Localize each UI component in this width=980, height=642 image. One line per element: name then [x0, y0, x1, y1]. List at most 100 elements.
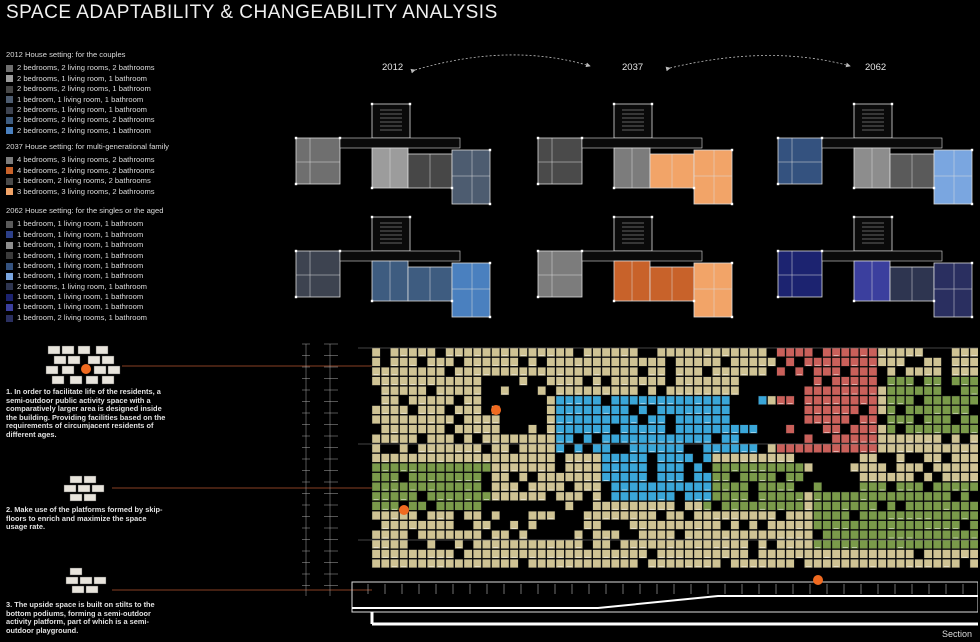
housing-module: [417, 453, 427, 463]
housing-module: [896, 491, 905, 501]
section-label: Section: [941, 629, 972, 639]
housing-module: [877, 434, 887, 444]
housing-module: [463, 558, 473, 568]
housing-module: [546, 414, 556, 424]
housing-module: [942, 443, 951, 453]
housing-module: [666, 405, 675, 415]
housing-module: [785, 549, 795, 559]
housing-module: [868, 558, 878, 568]
housing-module: [712, 530, 721, 540]
housing-module: [629, 395, 639, 405]
housing-module: [703, 558, 712, 568]
housing-module: [942, 530, 951, 540]
column-marker: [294, 295, 298, 299]
housing-module: [923, 376, 933, 386]
housing-module: [546, 443, 556, 453]
housing-module: [896, 520, 905, 530]
housing-module: [592, 520, 602, 530]
housing-module: [859, 472, 868, 482]
housing-module: [518, 434, 528, 444]
housing-module: [583, 414, 593, 424]
column-marker: [776, 136, 780, 140]
housing-module: [482, 539, 491, 549]
housing-module: [767, 520, 777, 530]
housing-module: [472, 395, 482, 405]
column-marker: [932, 186, 936, 190]
housing-module: [739, 453, 749, 463]
housing-module: [960, 453, 970, 463]
housing-module: [638, 549, 648, 559]
housing-module: [426, 347, 436, 357]
housing-module: [951, 357, 960, 367]
highlight-marker: [813, 575, 823, 585]
housing-module: [739, 549, 749, 559]
housing-module: [887, 376, 896, 386]
housing-module: [776, 491, 786, 501]
housing-module: [417, 424, 427, 434]
housing-module: [730, 357, 740, 367]
note-1: 1. In order to facilitate life of the re…: [6, 387, 166, 439]
housing-module: [555, 539, 565, 549]
housing-module: [896, 434, 905, 444]
housing-module: [703, 405, 712, 415]
note-3: 3. The upside space is built on stilts t…: [6, 600, 155, 635]
housing-module: [380, 549, 390, 559]
housing-module: [693, 357, 703, 367]
housing-module: [491, 367, 501, 377]
housing-module: [408, 347, 418, 357]
legend-item: 1 bedroom, 2 living rooms, 1 bathroom: [6, 313, 163, 323]
column-marker: [370, 186, 374, 190]
housing-module: [657, 376, 666, 386]
column-marker: [408, 215, 412, 219]
housing-module: [923, 395, 933, 405]
housing-module: [390, 462, 399, 472]
housing-module: [574, 558, 583, 568]
housing-module: [583, 549, 593, 559]
housing-module: [647, 367, 657, 377]
housing-module: [841, 347, 850, 357]
housing-module: [969, 510, 978, 520]
housing-module: [795, 539, 804, 549]
housing-module: [408, 434, 418, 444]
housing-module: [518, 376, 528, 386]
housing-module: [611, 405, 620, 415]
housing-module: [896, 395, 905, 405]
housing-module: [592, 491, 602, 501]
housing-module: [969, 376, 978, 386]
housing-module: [933, 414, 942, 424]
foundation: [370, 612, 978, 626]
legend-swatch: [6, 64, 13, 72]
housing-module: [371, 491, 381, 501]
housing-module: [868, 424, 878, 434]
unit-block: [693, 262, 733, 318]
housing-module: [657, 453, 666, 463]
housing-module: [417, 367, 427, 377]
housing-module: [491, 357, 501, 367]
housing-module: [859, 539, 868, 549]
housing-module: [454, 453, 464, 463]
housing-module: [463, 347, 473, 357]
housing-module: [482, 424, 491, 434]
housing-module: [666, 462, 675, 472]
housing-module: [684, 501, 694, 511]
housing-module: [822, 443, 832, 453]
housing-module: [426, 462, 436, 472]
housing-module: [399, 414, 408, 424]
housing-module: [611, 376, 620, 386]
housing-module: [657, 367, 666, 377]
housing-module: [776, 558, 786, 568]
housing-module: [629, 357, 639, 367]
housing-module: [555, 405, 565, 415]
housing-module: [592, 558, 602, 568]
housing-module: [399, 453, 408, 463]
housing-module: [942, 510, 951, 520]
legend-swatch: [6, 262, 13, 270]
housing-module: [703, 491, 712, 501]
housing-module: [454, 501, 464, 511]
housing-module: [390, 405, 399, 415]
housing-module: [491, 424, 501, 434]
housing-module: [951, 376, 960, 386]
housing-module: [969, 501, 978, 511]
housing-module: [592, 424, 602, 434]
housing-module: [675, 482, 685, 492]
